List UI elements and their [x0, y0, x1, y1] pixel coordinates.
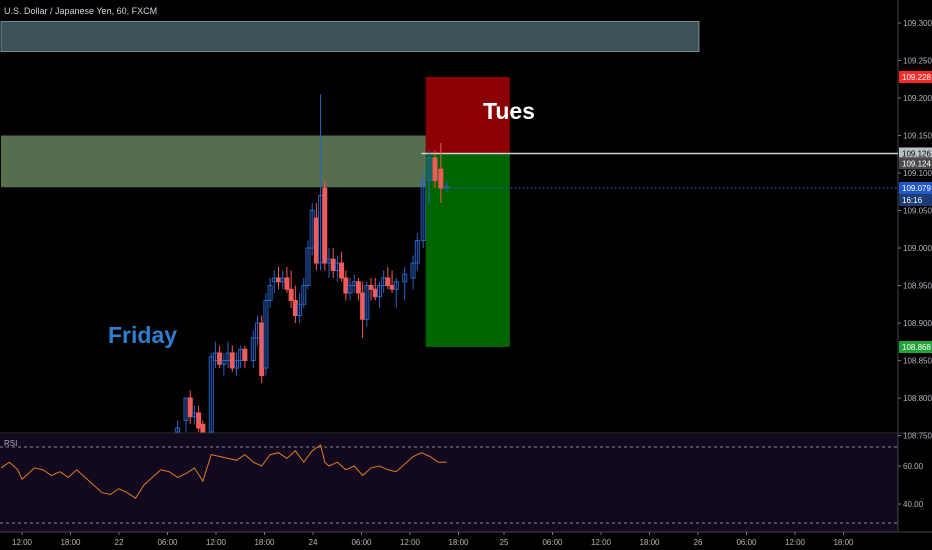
price-tick-label: 108.950 [903, 282, 932, 291]
time-tick-label: 25 [500, 538, 509, 547]
candle-body [444, 186, 450, 189]
price-tick-label: 108.850 [903, 357, 932, 366]
time-tick-label: 18:00 [448, 538, 469, 547]
price-tick-label: 109.050 [903, 207, 932, 216]
rsi-tick-label: 40.00 [903, 500, 924, 509]
resistance-zone [1, 135, 447, 188]
candle-body [347, 285, 353, 294]
price-badge [899, 341, 932, 353]
annotation-friday[interactable]: Friday [108, 322, 178, 348]
price-badge-label: 16:16 [902, 196, 923, 205]
candle-body [196, 412, 202, 429]
price-tick-label: 109.000 [903, 244, 932, 253]
candle-body [355, 281, 361, 294]
price-tick-label: 109.100 [903, 169, 932, 178]
candle-body [250, 337, 256, 361]
candle-body [360, 292, 366, 320]
time-tick-label: 12:00 [12, 538, 33, 547]
annotation-tues[interactable]: Tues [483, 98, 535, 124]
candle-body [187, 397, 193, 418]
price-badge-label: 109.079 [902, 184, 931, 193]
rsi-tick-label: 60.00 [903, 462, 924, 471]
candle-body [297, 303, 303, 316]
time-tick-label: 18:00 [639, 538, 660, 547]
time-tick-label: 06:00 [542, 538, 563, 547]
time-tick-label: 18:00 [60, 538, 81, 547]
price-tick-label: 108.800 [903, 394, 932, 403]
candle-body [259, 322, 265, 376]
candle-body [305, 247, 311, 286]
price-badge [899, 147, 932, 160]
price-badge [899, 71, 932, 83]
candle-body [229, 352, 235, 369]
candle-body [313, 217, 319, 264]
time-tick-label: 12:00 [206, 538, 227, 547]
candle-body [438, 168, 444, 189]
candle-body [414, 240, 420, 264]
price-tick-label: 109.300 [903, 19, 932, 28]
price-tick-label: 108.750 [903, 432, 932, 441]
time-tick-label: 26 [694, 538, 703, 547]
time-tick-label: 18:00 [254, 538, 275, 547]
candle-body [372, 288, 378, 298]
time-tick-label: 06:00 [157, 538, 178, 547]
price-tick-label: 109.200 [903, 94, 932, 103]
candle-body [217, 352, 223, 365]
candle-body [364, 285, 370, 320]
candle-body [368, 285, 374, 290]
candle-body [284, 277, 290, 290]
rsi-pane [0, 434, 898, 532]
target-box [425, 153, 510, 347]
price-tick-label: 108.900 [903, 319, 932, 328]
candle-body [339, 262, 345, 279]
candle-body [389, 285, 395, 290]
candle-body [242, 348, 248, 361]
candle-body [267, 285, 273, 301]
candle-body [200, 423, 206, 433]
price-badge [899, 157, 932, 170]
upper-zone [0, 21, 700, 52]
candle-body [301, 285, 307, 305]
candle-body [343, 277, 349, 294]
time-tick-label: 06:00 [736, 538, 757, 547]
stop-box [425, 77, 510, 154]
rsi-label: RSI [4, 439, 18, 448]
price-badge-label: 109.124 [902, 159, 931, 168]
candle-body [263, 300, 269, 369]
price-badge-label: 109.126 [902, 150, 931, 159]
candle-body [432, 157, 438, 181]
chart-title: U.S. Dollar / Japanese Yen, 60, FXCM [4, 6, 158, 16]
candle-body [426, 157, 432, 181]
time-tick-label: 24 [309, 538, 318, 547]
candle-body [322, 187, 328, 264]
candle-body [376, 285, 382, 298]
candle-body [292, 300, 298, 316]
price-badge-label: 109.228 [902, 73, 931, 82]
price-badge [899, 182, 932, 194]
time-tick-label: 22 [115, 538, 124, 547]
time-tick-label: 12:00 [785, 538, 806, 547]
candle-body [410, 262, 416, 279]
price-tick-label: 109.250 [903, 57, 932, 66]
candle-body [175, 427, 181, 433]
rsi-line [0, 444, 447, 500]
time-tick-label: 12:00 [400, 538, 421, 547]
candle-body [233, 360, 239, 369]
candle-body [221, 360, 227, 365]
price-badge-label: 108.868 [902, 343, 931, 352]
candle-body [276, 277, 282, 283]
candle-body [420, 180, 426, 241]
time-tick-label: 06:00 [351, 538, 372, 547]
price-tick-label: 109.150 [903, 132, 932, 141]
candle-body [288, 288, 294, 301]
time-tick-label: 12:00 [591, 538, 612, 547]
candle-body [208, 356, 214, 433]
candle-body [393, 281, 399, 290]
time-tick-label: 18:00 [833, 538, 854, 547]
candle-body [385, 277, 391, 286]
candle-body [402, 273, 408, 283]
candle-body [330, 258, 336, 271]
price-badge [899, 194, 932, 206]
